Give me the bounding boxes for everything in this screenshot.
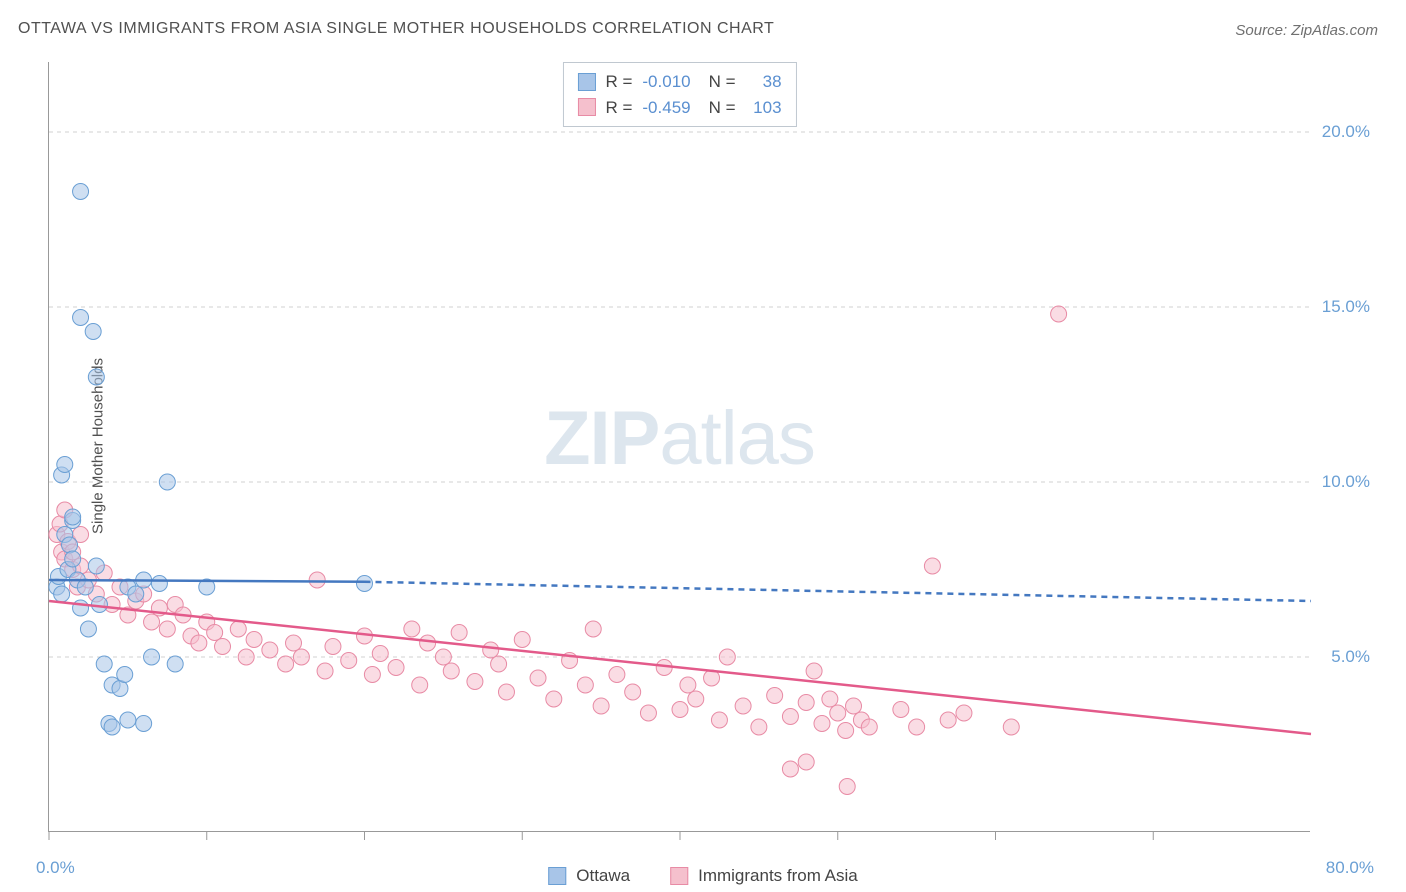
r-value-0: -0.010 (642, 69, 690, 95)
scatter-svg (49, 62, 1310, 831)
legend-item-asia: Immigrants from Asia (670, 866, 858, 886)
stats-row-ottawa: R = -0.010 N = 38 (577, 69, 781, 95)
x-min-label: 0.0% (36, 858, 75, 878)
stats-legend-box: R = -0.010 N = 38 R = -0.459 N = 103 (562, 62, 796, 127)
n-label-0: N = (709, 69, 736, 95)
gridlines (49, 132, 1311, 657)
r-value-1: -0.459 (642, 95, 690, 121)
legend-bottom: Ottawa Immigrants from Asia (548, 866, 858, 886)
n-value-1: 103 (746, 95, 782, 121)
x-ticks (49, 832, 1153, 840)
swatch-ottawa (577, 73, 595, 91)
series-ottawa-points (49, 184, 373, 736)
chart-plot-area: ZIPatlas R = -0.010 N = 38 R = -0.459 N … (48, 62, 1310, 832)
n-label-1: N = (709, 95, 736, 121)
source-attribution: Source: ZipAtlas.com (1235, 22, 1378, 39)
swatch-asia (577, 98, 595, 116)
y-tick-label: 15.0% (1322, 297, 1370, 317)
legend-swatch-asia (670, 867, 688, 885)
n-value-0: 38 (746, 69, 782, 95)
chart-title: OTTAWA VS IMMIGRANTS FROM ASIA SINGLE MO… (18, 20, 774, 38)
y-tick-label: 10.0% (1322, 472, 1370, 492)
stats-row-asia: R = -0.459 N = 103 (577, 95, 781, 121)
r-label-1: R = (605, 95, 632, 121)
legend-swatch-ottawa (548, 867, 566, 885)
source-name: ZipAtlas.com (1291, 22, 1378, 39)
legend-item-ottawa: Ottawa (548, 866, 630, 886)
series-asia-points (49, 306, 1067, 795)
source-label: Source: (1235, 22, 1287, 39)
y-tick-label: 20.0% (1322, 122, 1370, 142)
legend-label-ottawa: Ottawa (576, 866, 630, 886)
y-tick-label: 5.0% (1331, 647, 1370, 667)
x-max-label: 80.0% (1326, 858, 1374, 878)
legend-label-asia: Immigrants from Asia (698, 866, 858, 886)
r-label-0: R = (605, 69, 632, 95)
